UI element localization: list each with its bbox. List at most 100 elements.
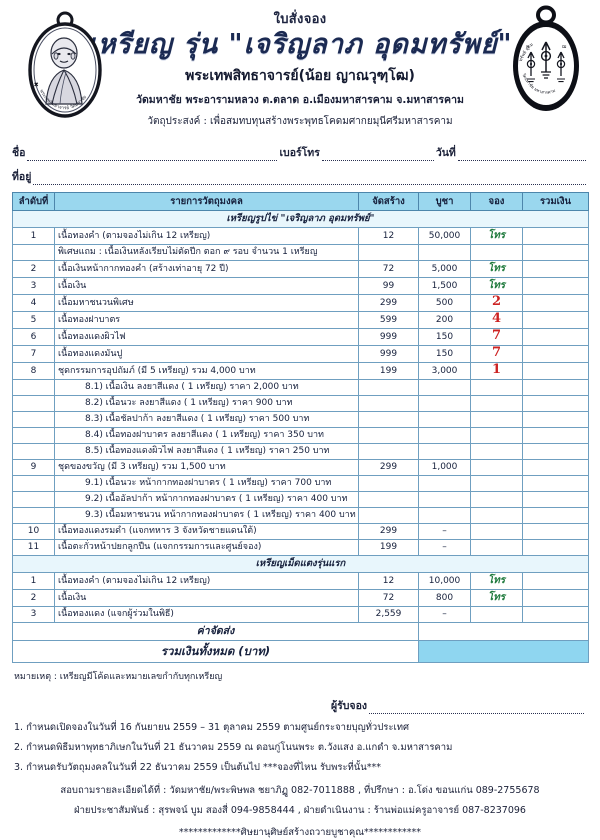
cell-line-total[interactable] xyxy=(522,523,589,540)
cell-price xyxy=(418,411,471,428)
cell-booking[interactable] xyxy=(470,606,523,623)
cell-price: 800 xyxy=(418,589,471,607)
booking-count-mark: 7 xyxy=(491,345,502,360)
cell-description: 8.4) เนื้อทองฝาบาตร ลงยาสีแดง ( 1 เหรียญ… xyxy=(54,427,359,444)
table-row: 3 เนื้อเงิน 99 1,500 โทร xyxy=(12,277,589,295)
cell-quantity-made: 12 xyxy=(358,227,419,245)
cell-price: 1,500 xyxy=(418,277,471,295)
cell-line-total[interactable] xyxy=(522,411,589,428)
cell-booking[interactable] xyxy=(470,507,523,524)
field-row-address: ที่อยู่ xyxy=(12,168,588,185)
cell-line-total[interactable] xyxy=(522,572,589,590)
cell-no: 10 xyxy=(12,523,55,540)
cell-line-total[interactable] xyxy=(522,328,589,346)
cell-booking[interactable] xyxy=(470,411,523,428)
cell-no: 2 xyxy=(12,260,55,278)
cell-booking[interactable] xyxy=(470,244,523,261)
cell-line-total[interactable] xyxy=(522,311,589,329)
cell-description: 8.2) เนื้อนวะ ลงยาสีแดง ( 1 เหรียญ) ราคา… xyxy=(54,395,359,412)
cell-booking[interactable] xyxy=(470,539,523,556)
address-input[interactable] xyxy=(33,174,586,185)
cell-quantity-made xyxy=(358,411,419,428)
cell-line-total[interactable] xyxy=(522,362,589,380)
cell-price: 5,000 xyxy=(418,260,471,278)
cell-price: – xyxy=(418,606,471,623)
cell-description: เนื้อทองคำ (ตามจองไม่เกิน 12 เหรียญ) xyxy=(54,227,359,245)
cell-quantity-made: 72 xyxy=(358,260,419,278)
amulet-front-medallion-icon: พระเทพสิทธาจารย์ วัดมหาชัย xyxy=(28,11,102,118)
cell-description: ชุดกรรมการอุปถัมภ์ (มี 5 เหรียญ) รวม 4,0… xyxy=(54,362,359,380)
cell-no xyxy=(12,475,55,492)
cell-booking[interactable] xyxy=(470,459,523,476)
shipping-label: ค่าจัดส่ง xyxy=(12,622,419,641)
cell-booking[interactable] xyxy=(470,523,523,540)
cell-booking[interactable] xyxy=(470,491,523,508)
cell-price: 500 xyxy=(418,294,471,312)
cell-line-total[interactable] xyxy=(522,277,589,295)
cell-booking[interactable]: โทร xyxy=(470,277,523,295)
cell-booking[interactable]: 2 xyxy=(470,294,523,312)
cell-line-total[interactable] xyxy=(522,589,589,607)
cell-price: 10,000 xyxy=(418,572,471,590)
cell-booking[interactable]: โทร xyxy=(470,227,523,245)
cell-no: 3 xyxy=(12,606,55,623)
cell-booking[interactable] xyxy=(470,395,523,412)
table-row: 8.2) เนื้อนวะ ลงยาสีแดง ( 1 เหรียญ) ราคา… xyxy=(12,395,589,412)
cell-quantity-made: 299 xyxy=(358,294,419,312)
cell-quantity-made xyxy=(358,507,419,524)
cell-line-total[interactable] xyxy=(522,539,589,556)
cell-no xyxy=(12,507,55,524)
cell-line-total[interactable] xyxy=(522,507,589,524)
cell-line-total[interactable] xyxy=(522,491,589,508)
booking-tel-mark: โทร xyxy=(487,575,506,586)
cell-quantity-made xyxy=(358,379,419,396)
table-header-row: ลำดับที่ รายการวัตถุมงคล จัดสร้าง บูชา จ… xyxy=(12,192,589,211)
grand-total-value[interactable] xyxy=(418,640,589,663)
cell-line-total[interactable] xyxy=(522,227,589,245)
cell-line-total[interactable] xyxy=(522,475,589,492)
cell-line-total[interactable] xyxy=(522,443,589,460)
table-row: 8.1) เนื้อเงิน ลงยาสีแดง ( 1 เหรียญ) ราค… xyxy=(12,379,589,396)
cell-no: 11 xyxy=(12,539,55,556)
cell-price: 150 xyxy=(418,345,471,363)
cell-line-total[interactable] xyxy=(522,244,589,261)
cell-line-total[interactable] xyxy=(522,459,589,476)
booking-tel-mark: โทร xyxy=(487,263,506,274)
shipping-value[interactable] xyxy=(418,622,589,641)
cell-booking[interactable]: โทร xyxy=(470,589,523,607)
cell-booking[interactable] xyxy=(470,475,523,492)
cell-no xyxy=(12,244,55,261)
cell-line-total[interactable] xyxy=(522,294,589,312)
cell-booking[interactable]: 1 xyxy=(470,362,523,380)
cell-line-total[interactable] xyxy=(522,379,589,396)
cell-no xyxy=(12,443,55,460)
cell-booking[interactable]: 7 xyxy=(470,345,523,363)
section-title: เหรียญเม็ดแตงรุ่นแรก xyxy=(12,555,589,573)
col-header-no: ลำดับที่ xyxy=(12,192,55,211)
name-input[interactable] xyxy=(27,150,278,161)
receiver-label: ผู้รับจอง xyxy=(330,700,367,712)
cell-line-total[interactable] xyxy=(522,395,589,412)
cell-line-total[interactable] xyxy=(522,606,589,623)
cell-booking[interactable] xyxy=(470,379,523,396)
cell-line-total[interactable] xyxy=(522,427,589,444)
cell-booking[interactable]: 4 xyxy=(470,311,523,329)
receiver-input[interactable] xyxy=(369,703,584,714)
table-row: 10 เนื้อทองแดงรมดำ (แจกทหาร 3 จังหวัดชายแ… xyxy=(12,523,589,540)
cell-booking[interactable]: โทร xyxy=(470,260,523,278)
cell-quantity-made: 999 xyxy=(358,345,419,363)
cell-line-total[interactable] xyxy=(522,345,589,363)
cell-booking[interactable] xyxy=(470,427,523,444)
cell-booking[interactable]: โทร xyxy=(470,572,523,590)
cell-line-total[interactable] xyxy=(522,260,589,278)
section-header-row: เหรียญเม็ดแตงรุ่นแรก xyxy=(12,555,589,573)
cell-description: ชุดของขวัญ (มี 3 เหรียญ) รวม 1,500 บาท xyxy=(54,459,359,476)
section-header-row: เหรียญรูปไข่ "เจริญลาภ อุดมทรัพย์" xyxy=(12,210,589,228)
cell-booking[interactable]: 7 xyxy=(470,328,523,346)
date-input[interactable] xyxy=(457,150,586,161)
table-row: 11 เนื้อตะกั่วหน้าปยกลูกปืน (แจกกรรมการแล… xyxy=(12,539,589,556)
document-header: พระเทพสิทธาจารย์ วัดมหาชัย ค ฌ xyxy=(0,0,600,140)
table-row: 6 เนื้อทองแดงผิวไฟ 999 150 7 xyxy=(12,328,589,346)
phone-input[interactable] xyxy=(321,150,434,161)
cell-booking[interactable] xyxy=(470,443,523,460)
